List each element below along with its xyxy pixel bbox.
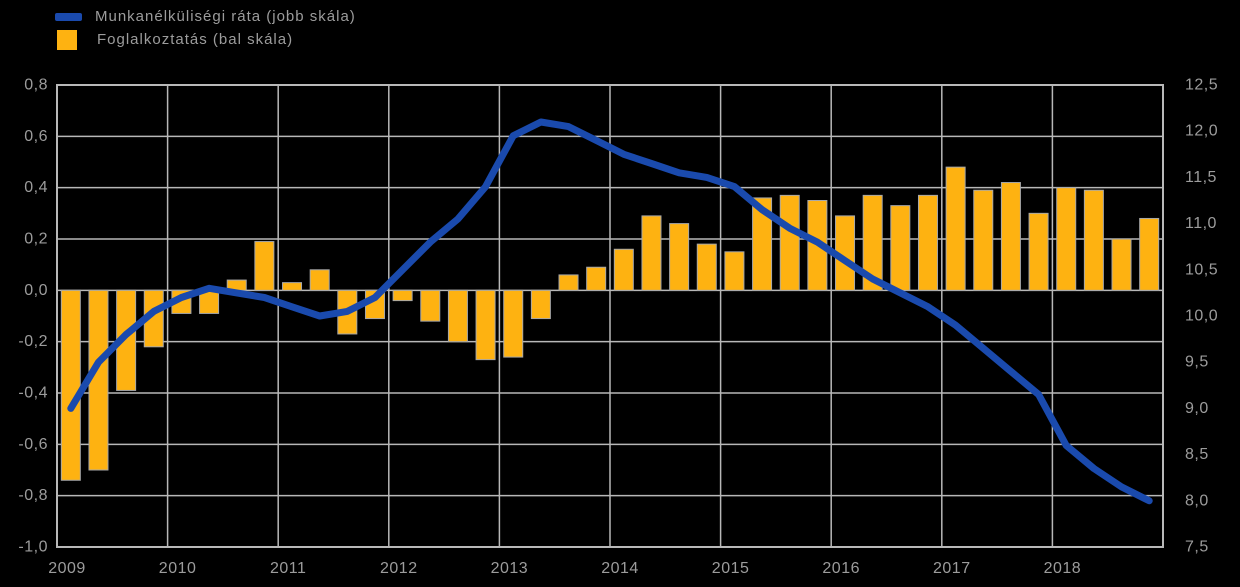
x-axis-year-label: 2016 <box>822 560 860 577</box>
left-axis-tick-label: -0,4 <box>18 385 48 402</box>
employment-bar <box>60 289 81 481</box>
x-axis-year-label: 2013 <box>491 560 529 577</box>
employment-bar <box>503 289 524 358</box>
employment-bar <box>973 189 994 291</box>
employment-bar <box>392 289 413 302</box>
right-axis-tick-label: 9,0 <box>1185 400 1209 417</box>
right-axis-tick-label: 12,0 <box>1185 123 1218 140</box>
right-axis-tick-label: 11,0 <box>1185 215 1217 232</box>
employment-bar <box>752 197 773 291</box>
left-axis-tick-label: 0,8 <box>24 77 48 94</box>
x-axis-year-label: 2018 <box>1044 560 1082 577</box>
employment-bar <box>586 266 607 291</box>
employment-bar <box>862 194 883 291</box>
employment-bar <box>530 289 551 320</box>
employment-bar <box>558 274 579 291</box>
x-axis-year-label: 2012 <box>380 560 418 577</box>
line-series-swatch-icon <box>55 12 82 21</box>
right-axis-tick-label: 10,0 <box>1185 308 1218 325</box>
x-axis-year-label: 2009 <box>48 560 86 577</box>
right-axis-tick-label: 8,0 <box>1185 492 1209 509</box>
employment-bar <box>1139 217 1160 291</box>
left-axis-tick-label: -0,6 <box>18 436 48 453</box>
employment-bar <box>696 243 717 291</box>
employment-bar <box>917 194 938 291</box>
left-axis-tick-label: 0,2 <box>24 231 48 248</box>
x-axis-year-label: 2017 <box>933 560 971 577</box>
x-axis-year-label: 2014 <box>601 560 639 577</box>
right-axis-tick-label: 8,5 <box>1185 446 1209 463</box>
employment-bar <box>420 289 441 322</box>
right-axis-tick-label: 10,5 <box>1185 261 1218 278</box>
employment-bar <box>669 223 690 291</box>
employment-bar <box>282 282 303 291</box>
employment-bar <box>1111 238 1132 291</box>
left-axis-tick-label: 0,6 <box>24 128 48 145</box>
employment-bar <box>1056 187 1077 291</box>
left-axis-tick-label: -0,8 <box>18 487 48 504</box>
employment-bar <box>641 215 662 291</box>
left-axis-tick-label: -0,2 <box>18 333 48 350</box>
x-axis-year-label: 2010 <box>159 560 197 577</box>
employment-bar <box>945 166 966 291</box>
legend-item-employment: Foglalkoztatás (bal skála) <box>55 28 356 51</box>
x-axis-year-label: 2015 <box>712 560 750 577</box>
unemployment-rate-line <box>67 118 1153 505</box>
left-axis-tick-label: 0,0 <box>24 282 48 299</box>
employment-bar <box>1000 182 1021 291</box>
employment-bar <box>447 289 468 343</box>
employment-bar <box>309 269 330 291</box>
legend-label-employment: Foglalkoztatás (bal skála) <box>97 31 294 48</box>
employment-bar <box>1083 189 1104 291</box>
employment-bar <box>254 241 275 291</box>
right-axis-tick-label: 12,5 <box>1185 77 1218 94</box>
left-axis-tick-label: -1,0 <box>18 539 48 556</box>
employment-bar <box>1028 212 1049 291</box>
employment-bar <box>613 248 634 291</box>
employment-bar <box>890 205 911 291</box>
plot-border <box>56 84 1164 548</box>
right-axis-tick-label: 9,5 <box>1185 354 1209 371</box>
right-axis-tick-label: 7,5 <box>1185 539 1209 556</box>
employment-bar <box>475 289 496 361</box>
chart-legend: Munkanélküliségi ráta (jobb skála) Fogla… <box>55 5 356 51</box>
employment-bar <box>779 194 800 291</box>
left-axis-tick-label: 0,4 <box>24 179 48 196</box>
legend-label-unemployment: Munkanélküliségi ráta (jobb skála) <box>95 8 356 25</box>
right-axis-tick-label: 11,5 <box>1185 169 1217 186</box>
bar-series-swatch-icon <box>57 29 77 50</box>
legend-item-unemployment: Munkanélküliségi ráta (jobb skála) <box>55 5 356 28</box>
x-axis-year-label: 2011 <box>270 560 306 577</box>
employment-bar <box>724 251 745 291</box>
employment-bar <box>88 289 109 471</box>
